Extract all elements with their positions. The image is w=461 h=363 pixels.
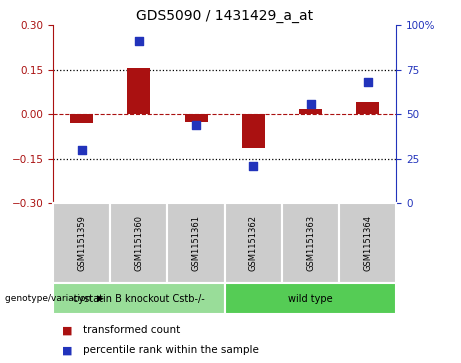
Bar bbox=[242, 114, 265, 148]
Title: GDS5090 / 1431429_a_at: GDS5090 / 1431429_a_at bbox=[136, 9, 313, 23]
Text: transformed count: transformed count bbox=[83, 325, 180, 335]
Text: GSM1151360: GSM1151360 bbox=[134, 215, 143, 271]
Bar bbox=[356, 102, 379, 114]
Point bbox=[364, 79, 372, 85]
Text: ■: ■ bbox=[62, 345, 73, 355]
Text: wild type: wild type bbox=[288, 294, 333, 303]
Text: genotype/variation  ▶: genotype/variation ▶ bbox=[5, 294, 103, 303]
Point bbox=[78, 147, 85, 153]
Point bbox=[250, 163, 257, 169]
Point bbox=[135, 38, 142, 44]
Bar bbox=[70, 114, 93, 123]
Text: ■: ■ bbox=[62, 325, 73, 335]
Bar bbox=[127, 68, 150, 114]
Point bbox=[192, 122, 200, 128]
Text: GSM1151361: GSM1151361 bbox=[192, 215, 201, 271]
Text: cystatin B knockout Cstb-/-: cystatin B knockout Cstb-/- bbox=[73, 294, 205, 303]
Point bbox=[307, 101, 314, 107]
Text: GSM1151362: GSM1151362 bbox=[249, 215, 258, 271]
Bar bbox=[185, 114, 207, 122]
Text: percentile rank within the sample: percentile rank within the sample bbox=[83, 345, 259, 355]
Bar bbox=[299, 109, 322, 114]
Text: GSM1151359: GSM1151359 bbox=[77, 215, 86, 271]
Text: GSM1151363: GSM1151363 bbox=[306, 215, 315, 271]
Text: GSM1151364: GSM1151364 bbox=[363, 215, 372, 271]
